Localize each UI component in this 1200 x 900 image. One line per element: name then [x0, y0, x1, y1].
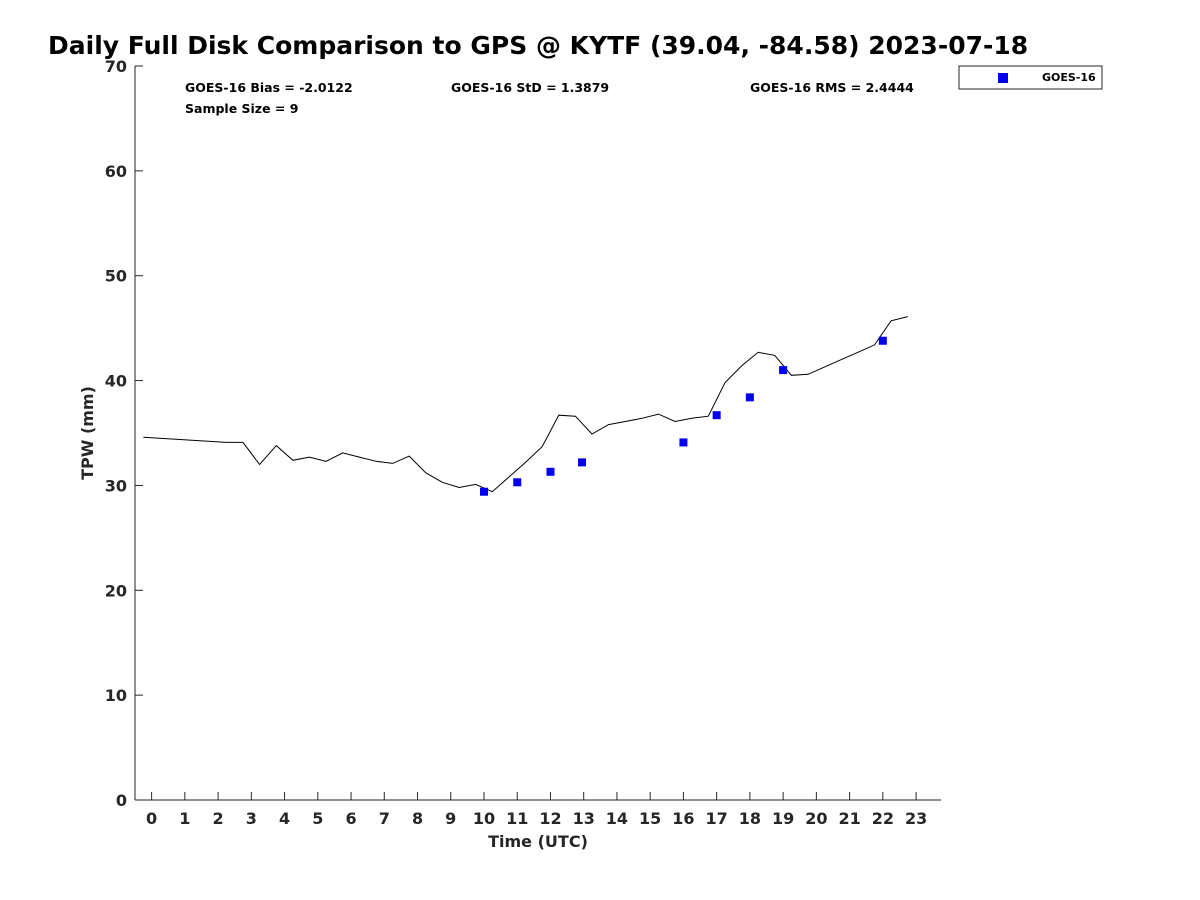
chart-title: Daily Full Disk Comparison to GPS @ KYTF…: [48, 31, 1028, 60]
x-tick-label: 4: [279, 809, 290, 828]
x-tick-label: 1: [179, 809, 190, 828]
x-tick-label: 20: [805, 809, 827, 828]
x-tick-label: 10: [473, 809, 495, 828]
sample-size-stat: Sample Size = 9: [185, 101, 298, 116]
plot-axes: [134, 66, 941, 801]
std-stat: GOES-16 StD = 1.3879: [451, 80, 609, 95]
x-tick-label: 6: [345, 809, 356, 828]
goes16-point: [546, 467, 555, 476]
goes16-point: [578, 458, 587, 467]
y-tick-label: 40: [105, 372, 127, 391]
x-tick-label: 19: [772, 809, 794, 828]
y-tick-label: 0: [116, 791, 127, 810]
x-axis-label: Time (UTC): [488, 832, 588, 851]
y-tick-label: 10: [105, 686, 127, 705]
goes16-point: [779, 366, 788, 375]
goes16-points-series: [479, 336, 887, 496]
x-tick-label: 7: [379, 809, 390, 828]
gps-tpw-line: [143, 316, 908, 493]
y-tick-label: 30: [105, 476, 127, 495]
x-tick-label: 13: [573, 809, 595, 828]
x-tick-label: 3: [246, 809, 257, 828]
goes16-point: [479, 487, 488, 496]
x-tick-label: 16: [672, 809, 694, 828]
y-axis-label: TPW (mm): [78, 386, 97, 480]
x-ticks: 0 1 2 3 4 5 6 7 8 9 10 11 12 13 14 15 16 17 18 19 20 21 22 23: [146, 792, 927, 828]
gps-line-series: [143, 316, 908, 493]
legend-label-goes16: GOES-16: [1042, 71, 1096, 84]
x-tick-label: 21: [838, 809, 860, 828]
x-tick-label: 9: [445, 809, 456, 828]
legend: GOES-16: [958, 65, 1103, 90]
goes16-point: [745, 393, 754, 402]
x-tick-label: 18: [739, 809, 761, 828]
goes16-point: [878, 336, 887, 345]
goes16-point: [712, 411, 721, 420]
x-tick-label: 23: [905, 809, 927, 828]
y-tick-label: 50: [105, 267, 127, 286]
y-tick-label: 70: [105, 57, 127, 76]
x-tick-label: 15: [639, 809, 661, 828]
y-tick-label: 60: [105, 162, 127, 181]
legend-box: [958, 65, 1103, 90]
x-tick-label: 11: [506, 809, 528, 828]
x-tick-label: 17: [706, 809, 728, 828]
x-tick-label: 5: [312, 809, 323, 828]
goes16-point: [679, 438, 688, 447]
x-tick-label: 14: [606, 809, 628, 828]
rms-stat: GOES-16 RMS = 2.4444: [750, 80, 914, 95]
y-tick-label: 20: [105, 581, 127, 600]
legend-marker-goes16: [998, 73, 1008, 83]
goes16-point: [513, 478, 522, 487]
bias-stat: GOES-16 Bias = -2.0122: [185, 80, 353, 95]
x-tick-label: 0: [146, 809, 157, 828]
x-tick-label: 12: [539, 809, 561, 828]
y-ticks: 0 10 20 30 40 50 60 70: [105, 57, 143, 810]
x-tick-label: 8: [412, 809, 423, 828]
x-tick-label: 22: [872, 809, 894, 828]
x-tick-label: 2: [213, 809, 224, 828]
